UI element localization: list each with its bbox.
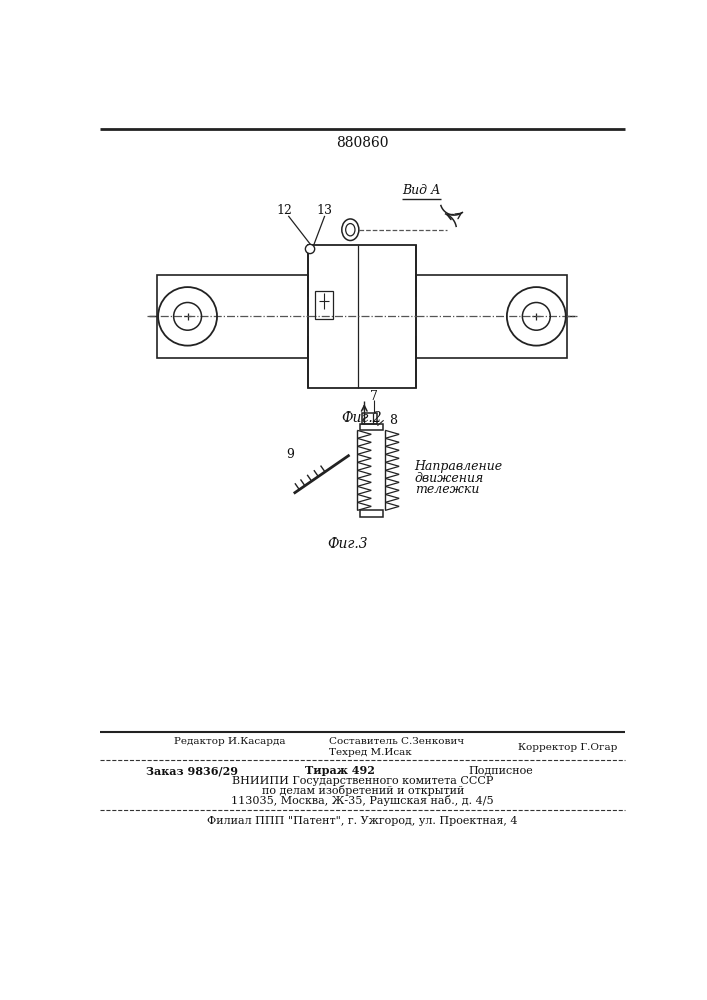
Bar [362,413,378,424]
Bar [315,291,332,319]
Text: Фиг.3: Фиг.3 [327,536,368,550]
Bar [416,275,567,358]
Text: Вид А: Вид А [402,184,441,197]
Text: 7: 7 [370,390,378,403]
Text: Филиал ППП "Патент", г. Ужгород, ул. Проектная, 4: Филиал ППП "Патент", г. Ужгород, ул. Про… [207,816,518,826]
Text: Тираж 492: Тираж 492 [305,765,375,776]
Ellipse shape [346,224,355,236]
Text: движения: движения [414,472,484,485]
Text: Фиг.2: Фиг.2 [341,411,382,425]
Text: Подписное: Подписное [468,766,533,776]
Text: тележки: тележки [414,483,479,496]
Text: 13: 13 [317,204,333,217]
Text: Составитель С.Зенкович: Составитель С.Зенкович [329,737,464,746]
Text: по делам изобретений и открытий: по делам изобретений и открытий [262,785,464,796]
Text: 12: 12 [276,204,293,217]
Bar [156,275,308,358]
Bar [360,510,383,517]
Text: 113035, Москва, Ж-35, Раушская наб., д. 4/5: 113035, Москва, Ж-35, Раушская наб., д. … [231,795,494,806]
Circle shape [305,244,315,254]
Ellipse shape [341,219,359,241]
Text: 8: 8 [389,414,397,427]
Text: Техред М.Исак: Техред М.Исак [329,748,411,757]
Text: Заказ 9836/29: Заказ 9836/29 [146,765,238,776]
Text: Редактор И.Касарда: Редактор И.Касарда [174,737,285,746]
Bar [360,424,383,430]
Text: Корректор Г.Огар: Корректор Г.Огар [518,743,618,752]
Text: Направление: Направление [414,460,503,473]
Text: 9: 9 [286,448,294,461]
Text: 880860: 880860 [337,136,389,150]
Bar [308,245,416,388]
Text: ВНИИПИ Государственного комитета СССР: ВНИИПИ Государственного комитета СССР [232,776,493,786]
